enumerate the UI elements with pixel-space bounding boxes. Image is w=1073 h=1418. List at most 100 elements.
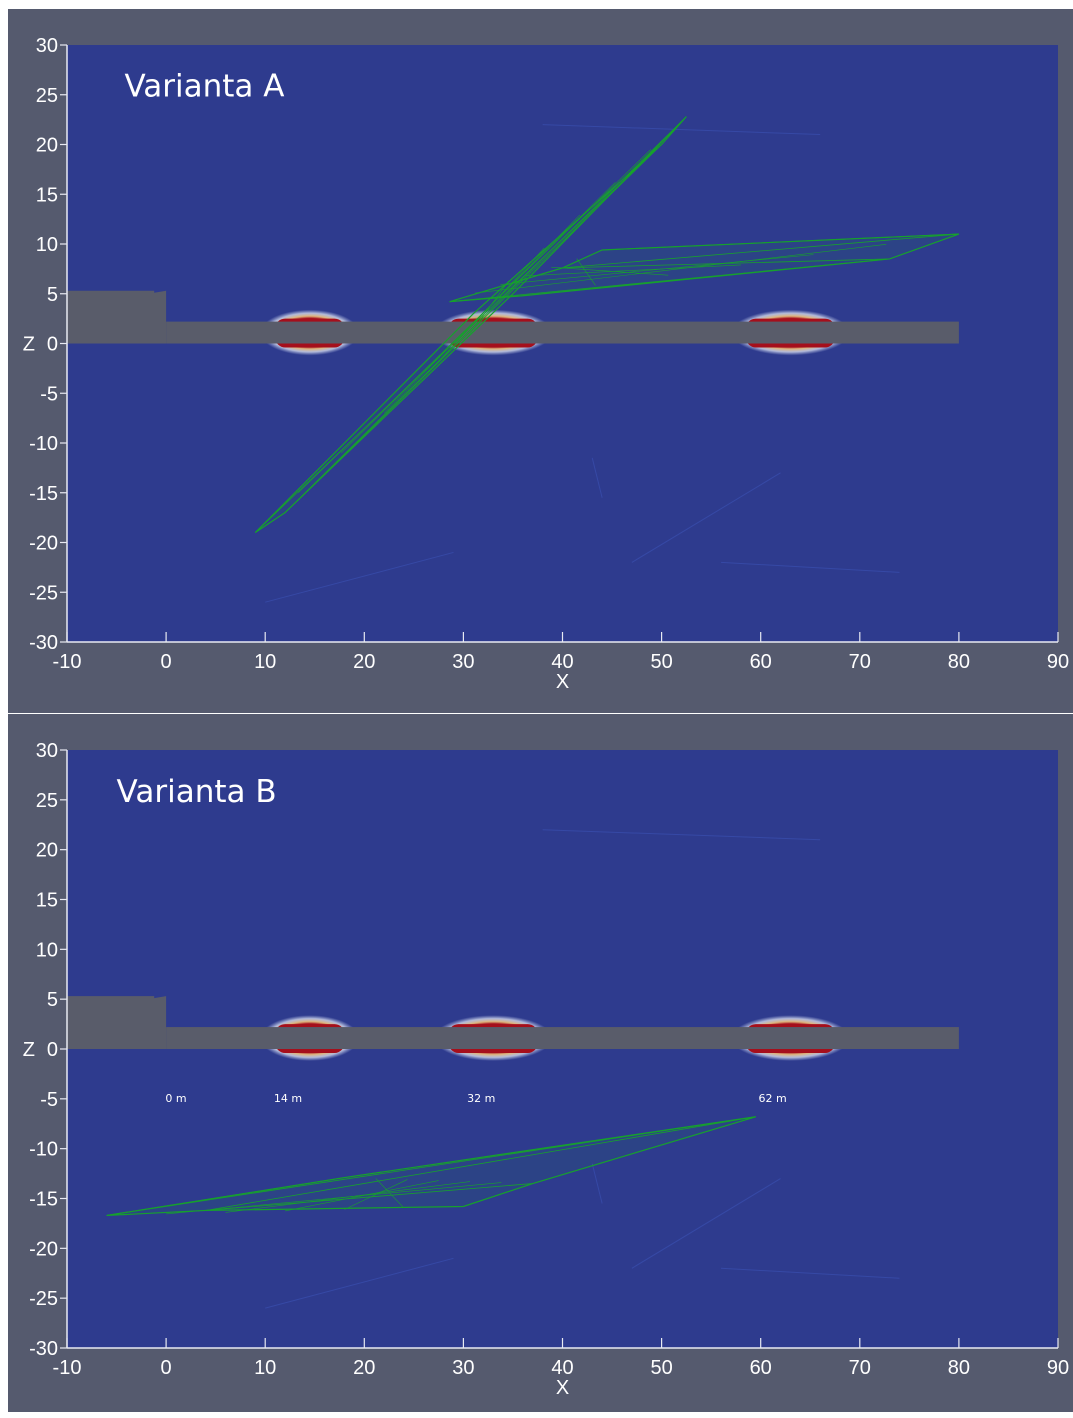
- y-tick-label: -25: [29, 1288, 58, 1310]
- x-tick-label: 10: [254, 651, 276, 673]
- x-tick-label: 60: [750, 1357, 772, 1379]
- mesh-edge: [463, 1183, 533, 1207]
- mesh-edge: [426, 247, 545, 374]
- x-tick-label: 0: [161, 651, 172, 673]
- y-tick-label: 10: [36, 234, 58, 256]
- panel-varianta-b: -10 0 10 20 30 40 50 60 70 80 90 30 25 20 15 10 5 0 -5 -10-…: [8, 714, 1073, 1418]
- y-tick-label: 0: [47, 1039, 58, 1061]
- x-tick-label: 50: [650, 651, 672, 673]
- x-tick-label: 80: [948, 651, 970, 673]
- x-tick-label: 10: [254, 1357, 276, 1379]
- y-tick-label: 0: [47, 334, 58, 356]
- mesh-edge: [375, 1178, 405, 1209]
- position-label: 0 m: [165, 1092, 186, 1105]
- y-tick-label: 5: [47, 284, 58, 306]
- x-tick-label: 70: [849, 1357, 871, 1379]
- y-tick-label: 25: [36, 790, 58, 812]
- mesh-edge: [512, 116, 687, 295]
- mesh-edge: [106, 1116, 756, 1216]
- panel-title: Varianta B: [117, 774, 277, 810]
- y-tick-label: -10: [29, 433, 58, 455]
- deck-slab: [166, 321, 959, 344]
- x-tick-label: 90: [1047, 651, 1069, 673]
- x-tick-label: 30: [452, 1357, 474, 1379]
- background-streak: [631, 1178, 781, 1269]
- x-tick-label: 80: [948, 1357, 970, 1379]
- position-label: 14 m: [274, 1092, 302, 1105]
- x-tick-label: 20: [353, 1357, 375, 1379]
- mesh-edge: [576, 258, 596, 286]
- x-tick-label: 50: [650, 1357, 672, 1379]
- background-streak: [721, 561, 900, 573]
- mesh-edge: [205, 1183, 533, 1211]
- y-tick-label: 15: [36, 184, 58, 206]
- background-streak: [542, 124, 821, 136]
- background-streak: [721, 1267, 900, 1279]
- mesh-edge: [284, 116, 687, 513]
- y-tick-label: -30: [29, 1338, 58, 1360]
- y-tick-label: -20: [29, 533, 58, 555]
- mesh-edge: [602, 233, 959, 251]
- abutment-block: [67, 290, 167, 344]
- z-axis-title: Z: [23, 334, 35, 356]
- background-streak: [591, 1163, 603, 1204]
- mesh-horizontal-plane: [449, 233, 960, 303]
- y-tick-label: -10: [29, 1139, 58, 1161]
- mesh-edge: [255, 144, 662, 533]
- y-tick-label: -5: [40, 1089, 58, 1111]
- y-tick-label: -30: [29, 632, 58, 654]
- position-label: 62 m: [758, 1092, 786, 1105]
- background-streak: [265, 1257, 454, 1309]
- mesh-edge: [166, 1182, 502, 1215]
- mesh-edge: [383, 214, 581, 414]
- y-tick-label: -20: [29, 1238, 58, 1260]
- abutment-block: [67, 996, 167, 1049]
- x-tick-label: 0: [161, 1357, 172, 1379]
- y-tick-label: -15: [29, 483, 58, 505]
- z-axis-title: Z: [23, 1039, 35, 1061]
- y-tick-label: 30: [36, 740, 58, 762]
- x-tick-label: 20: [353, 651, 375, 673]
- mesh-edge: [284, 1180, 439, 1212]
- x-tick-label: 90: [1047, 1357, 1069, 1379]
- y-tick-label: 20: [36, 135, 58, 157]
- panel-varianta-a: -10 0 10 20 30 40 50 60 70 80 90 30 25 20 15 10 5 0 -5 -10-…: [8, 9, 1073, 713]
- mesh-edge: [344, 1179, 408, 1210]
- background-streak: [591, 457, 603, 498]
- mesh-dipping-plane: [106, 1116, 756, 1217]
- x-tick-label: 70: [849, 651, 871, 673]
- panel-title: Varianta A: [124, 69, 284, 105]
- x-tick-label: 30: [452, 651, 474, 673]
- mesh-edge: [500, 254, 814, 285]
- mesh-edge: [551, 266, 669, 276]
- mesh-edge: [225, 1181, 471, 1213]
- y-tick-label: 30: [36, 35, 58, 57]
- mesh-edge: [449, 258, 890, 303]
- y-tick-label: -15: [29, 1189, 58, 1211]
- x-tick-label: -10: [53, 1357, 82, 1379]
- x-tick-label: 60: [750, 651, 772, 673]
- mesh-edge: [474, 244, 887, 294]
- mesh-edge: [525, 264, 741, 277]
- background-streak: [631, 472, 781, 563]
- background-streak: [542, 829, 821, 841]
- y-tick-label: 15: [36, 890, 58, 912]
- y-tick-label: 25: [36, 85, 58, 107]
- x-tick-label: 40: [551, 1357, 573, 1379]
- mesh-edge: [205, 1116, 756, 1211]
- position-label: 32 m: [467, 1092, 495, 1105]
- mesh-edge: [562, 233, 959, 269]
- y-tick-label: 10: [36, 939, 58, 961]
- plot-varianta-a: -10 0 10 20 30 40 50 60 70 80 90302520151050-5-10-…: [8, 9, 1073, 713]
- y-tick-label: 20: [36, 840, 58, 862]
- mesh-inclined-plane: [254, 116, 687, 534]
- x-axis-title: X: [556, 1377, 569, 1399]
- y-tick-label: -5: [40, 383, 58, 405]
- x-axis-title: X: [556, 671, 569, 693]
- background-streak: [265, 551, 454, 603]
- mesh-edge: [255, 313, 474, 533]
- y-tick-label: 5: [47, 989, 58, 1011]
- x-tick-label: 40: [551, 651, 573, 673]
- plot-varianta-b: -10 0 10 20 30 40 50 60 70 80 90302520151050-5-10-…: [8, 714, 1073, 1412]
- x-tick-label: -10: [53, 651, 82, 673]
